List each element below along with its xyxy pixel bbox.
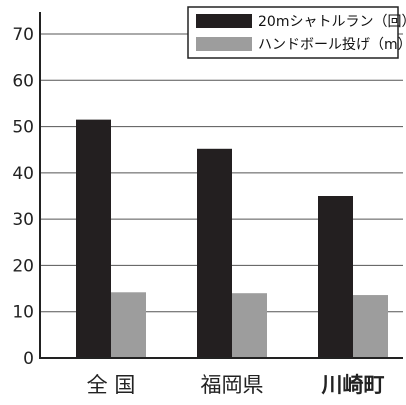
y-tick-label: 70 — [12, 25, 34, 45]
y-tick-label: 10 — [12, 303, 34, 323]
legend-label-handball-throw: ハンドボール投げ（m） — [258, 37, 406, 53]
x-category-label: 全 国 — [87, 373, 136, 397]
legend-label-shuttle-run: 20mシャトルラン（回） — [258, 14, 406, 30]
y-tick-label: 40 — [12, 164, 34, 184]
y-tick-label: 30 — [12, 210, 34, 230]
legend: 20mシャトルラン（回） ハンドボール投げ（m） — [187, 6, 406, 59]
y-tick-label: 60 — [12, 71, 34, 91]
y-tick-label: 50 — [12, 118, 34, 138]
bars — [76, 119, 388, 358]
bar — [197, 148, 232, 358]
legend-swatch-handball-throw — [196, 37, 252, 51]
y-tick-label: 0 — [23, 349, 34, 369]
x-category-label: 川崎町 — [321, 373, 385, 397]
bar — [76, 119, 111, 358]
x-category-label: 福岡県 — [201, 373, 264, 397]
bar — [232, 293, 267, 358]
bar — [111, 292, 146, 358]
legend-swatch-shuttle-run — [196, 14, 252, 28]
y-tick-label: 20 — [12, 256, 34, 276]
x-axis-category-labels: 全 国 福岡県 川崎町 — [87, 373, 385, 397]
bar — [318, 196, 353, 358]
bar — [353, 295, 388, 358]
y-axis-tick-labels: 0 10 20 30 40 50 60 70 — [12, 25, 34, 369]
